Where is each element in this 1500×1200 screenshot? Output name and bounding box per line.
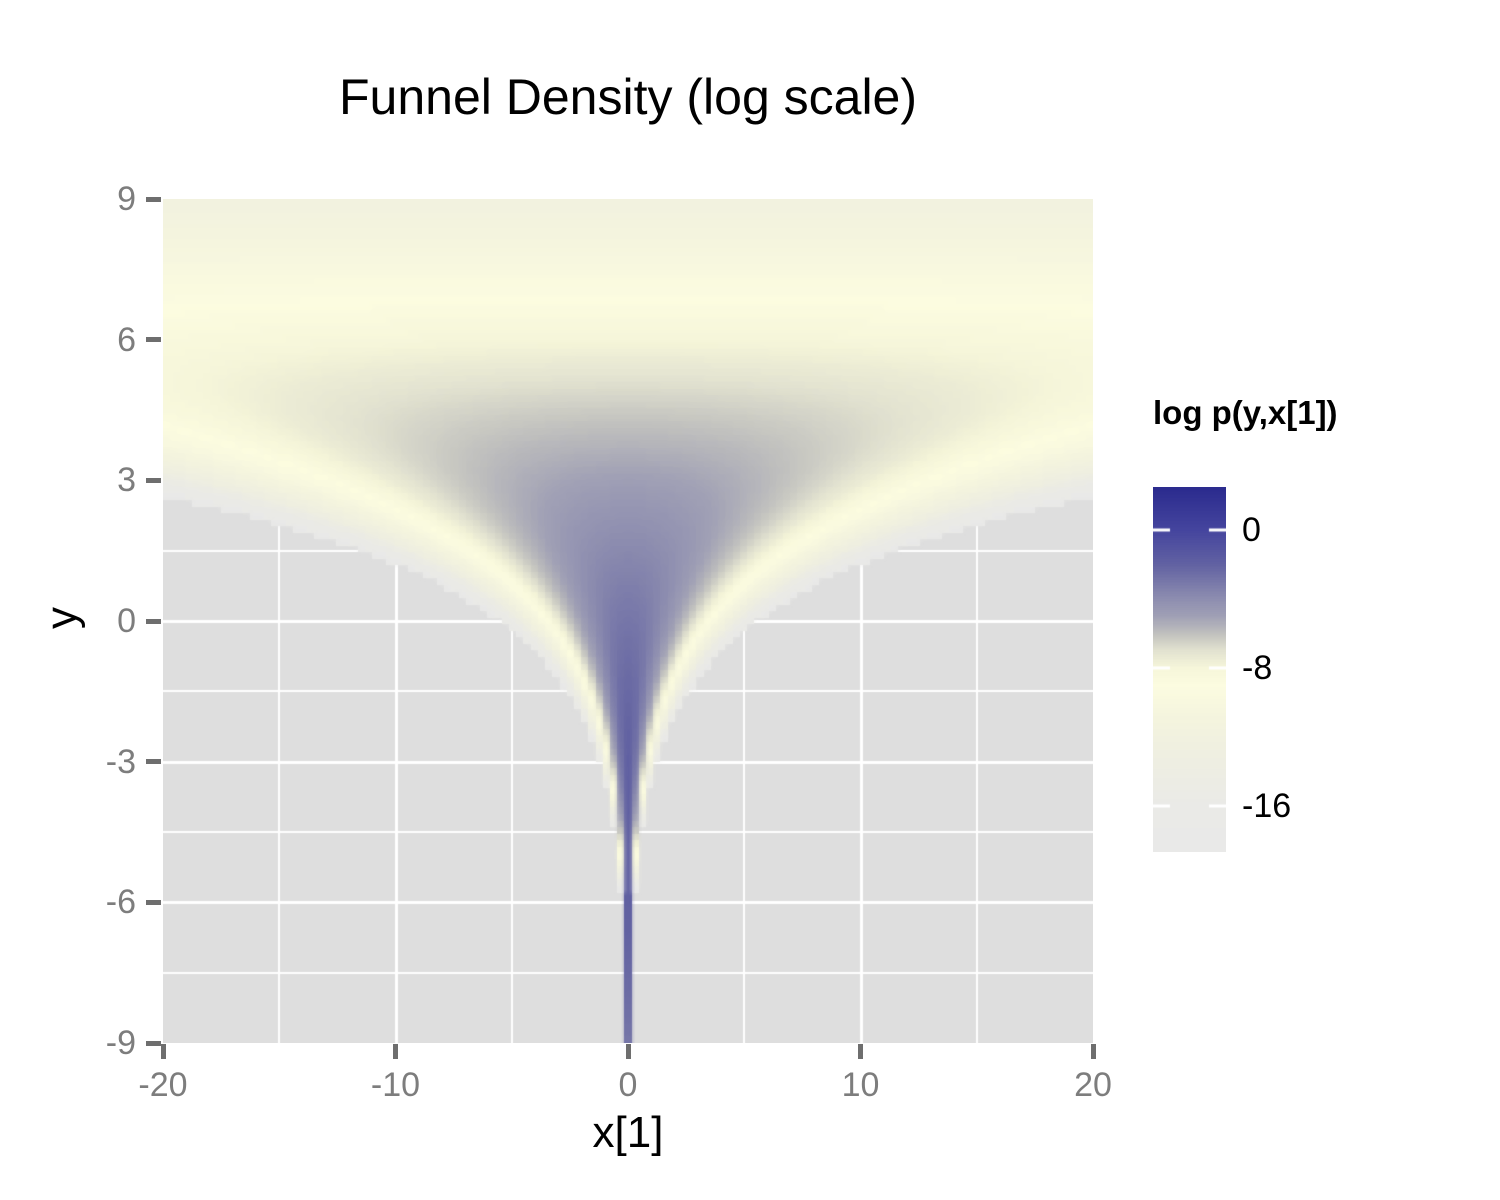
legend-tick-label: -16: [1242, 786, 1292, 825]
legend-title: log p(y,x[1]): [1153, 394, 1338, 431]
y-axis-title-text: y: [37, 607, 86, 629]
y-tick-label: -6: [105, 883, 136, 922]
x-tick-label: -10: [370, 1066, 421, 1104]
x-tick-mark: [625, 1044, 631, 1059]
legend-tick-label: 0: [1242, 511, 1261, 550]
y-tick-label: -9: [105, 1024, 136, 1062]
y-tick-mark: [146, 899, 161, 905]
plot-title: Funnel Density (log scale): [338, 69, 918, 125]
x-tick-mark: [160, 1044, 166, 1059]
x-tick-mark: [393, 1044, 398, 1059]
legend-colorbar: [1153, 487, 1226, 852]
y-tick-mark: [146, 477, 161, 483]
y-tick-label: 3: [117, 461, 136, 500]
y-tick-label: 9: [117, 180, 136, 218]
x-tick-label: 20: [1074, 1066, 1112, 1104]
x-tick-label: 10: [841, 1066, 880, 1104]
y-tick-label: -3: [105, 742, 136, 781]
y-tick-mark: [146, 337, 161, 343]
funnel-heatmap-canvas: [163, 199, 1093, 1043]
y-tick-label: 0: [117, 602, 136, 640]
y-tick-mark: [146, 759, 161, 765]
y-tick-mark: [146, 196, 161, 202]
y-tick-mark: [146, 618, 161, 624]
y-tick-mark: [146, 1040, 161, 1046]
x-tick-mark: [858, 1044, 863, 1059]
x-tick-mark: [1090, 1044, 1096, 1059]
x-axis-title: x[1]: [592, 1108, 664, 1157]
y-tick-label: 6: [117, 320, 136, 359]
legend-tick-label: -8: [1242, 648, 1273, 687]
plot-panel: [163, 199, 1093, 1043]
x-tick-label: 0: [618, 1066, 638, 1104]
x-tick-label: -20: [138, 1066, 188, 1104]
